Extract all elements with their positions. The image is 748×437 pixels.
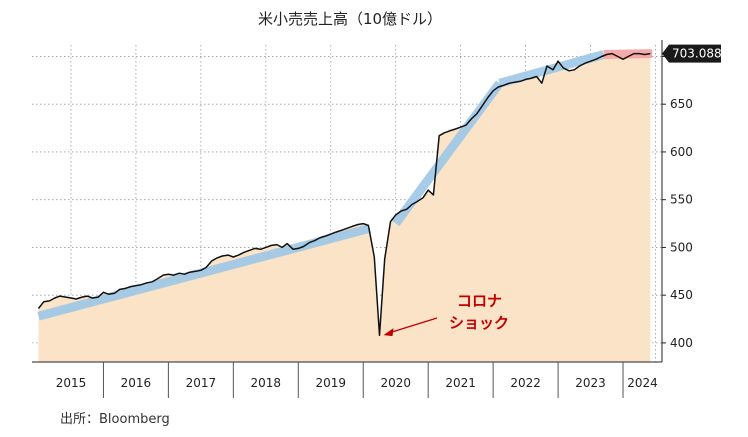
y-tick-label: 550: [670, 193, 693, 207]
year-label: 2024: [627, 376, 658, 390]
last-value-label: 703.088: [672, 47, 722, 61]
year-label: 2016: [121, 376, 152, 390]
y-tick-label: 500: [670, 240, 693, 254]
year-label: 2022: [510, 376, 541, 390]
y-tick-label: 650: [670, 97, 693, 111]
area-layer: [38, 53, 651, 362]
last-value-box: [669, 44, 721, 63]
y-tick-label: 600: [670, 145, 693, 159]
chart-title: 米小売売上高（10億ドル）: [257, 10, 443, 28]
axis-layer: 4004505005506006507002015201620172018201…: [32, 40, 722, 398]
year-label: 2021: [445, 376, 476, 390]
source-note: 出所：Bloomberg: [60, 412, 170, 427]
y-tick-label: 450: [670, 288, 693, 302]
last-value-badge: 703.088: [662, 44, 722, 63]
year-label: 2023: [575, 376, 606, 390]
year-label: 2020: [380, 376, 411, 390]
annotation-text: コロナ: [457, 292, 502, 310]
year-label: 2015: [56, 376, 87, 390]
year-label: 2018: [251, 376, 282, 390]
last-value-pointer: [662, 44, 669, 63]
y-tick-label: 400: [670, 336, 693, 350]
annotation-arrow-line: [391, 317, 438, 333]
annotation-text: ショック: [449, 314, 509, 332]
year-label: 2017: [186, 376, 217, 390]
annotation-arrow-head: [383, 328, 394, 337]
trend-segment-pre-covid: [37, 223, 371, 321]
line-layer: [37, 52, 651, 337]
year-label: 2019: [315, 376, 346, 390]
series-line: [37, 52, 651, 337]
area-fill: [38, 53, 651, 362]
